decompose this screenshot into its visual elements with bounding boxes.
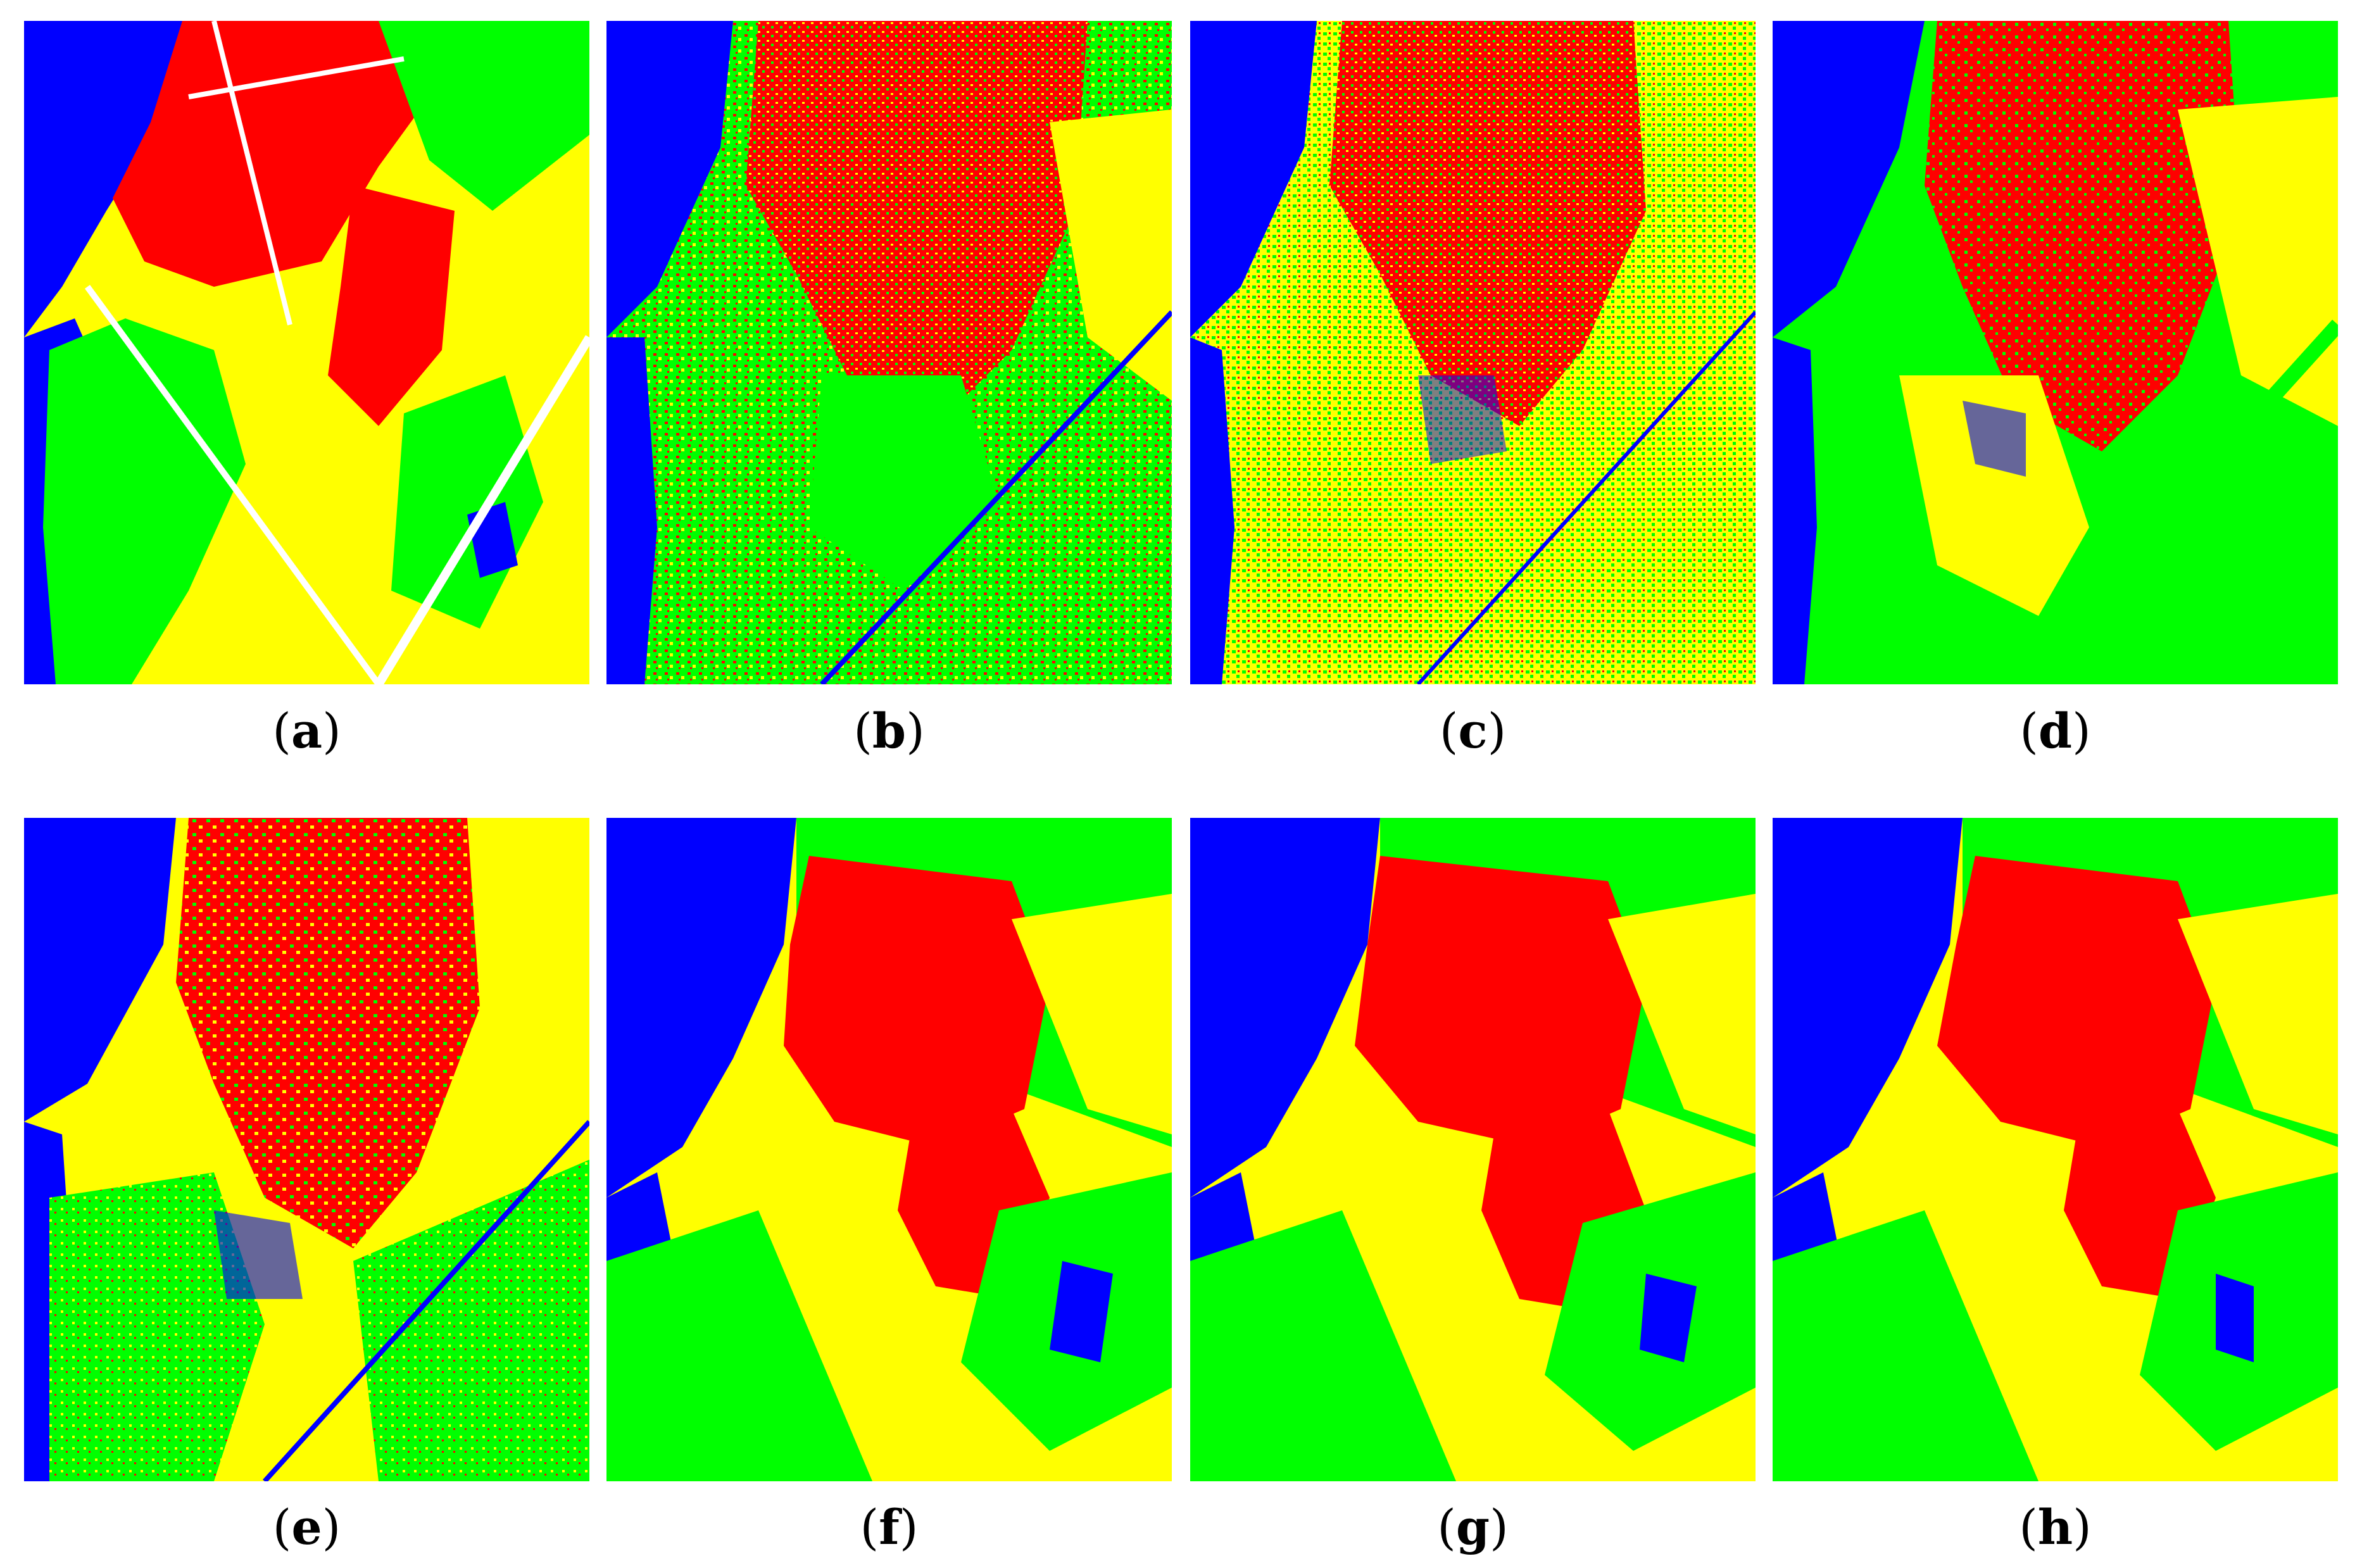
classification-map-f bbox=[606, 818, 1172, 1481]
caption-h: (h) bbox=[2019, 1499, 2092, 1555]
caption-e: (e) bbox=[272, 1499, 341, 1555]
classification-map-d bbox=[1773, 21, 2338, 684]
map-d-svg bbox=[1773, 21, 2338, 684]
classification-map-e bbox=[24, 818, 589, 1481]
classification-map-b bbox=[606, 21, 1172, 684]
map-h-svg bbox=[1773, 818, 2338, 1481]
classification-map-g bbox=[1190, 818, 1756, 1481]
caption-c: (c) bbox=[1439, 703, 1507, 759]
map-a-svg bbox=[24, 21, 589, 684]
classification-map-h bbox=[1773, 818, 2338, 1481]
caption-f: (f) bbox=[860, 1499, 919, 1555]
map-b-svg bbox=[606, 21, 1172, 684]
map-e-svg bbox=[24, 818, 589, 1481]
caption-b: (b) bbox=[853, 703, 925, 759]
classification-map-a bbox=[24, 21, 589, 684]
map-c-svg bbox=[1190, 21, 1756, 684]
caption-g: (g) bbox=[1437, 1499, 1509, 1555]
map-f-svg bbox=[606, 818, 1172, 1481]
classification-map-c bbox=[1190, 21, 1756, 684]
map-g-svg bbox=[1190, 818, 1756, 1481]
caption-d: (d) bbox=[2020, 703, 2091, 759]
caption-a: (a) bbox=[272, 703, 341, 759]
